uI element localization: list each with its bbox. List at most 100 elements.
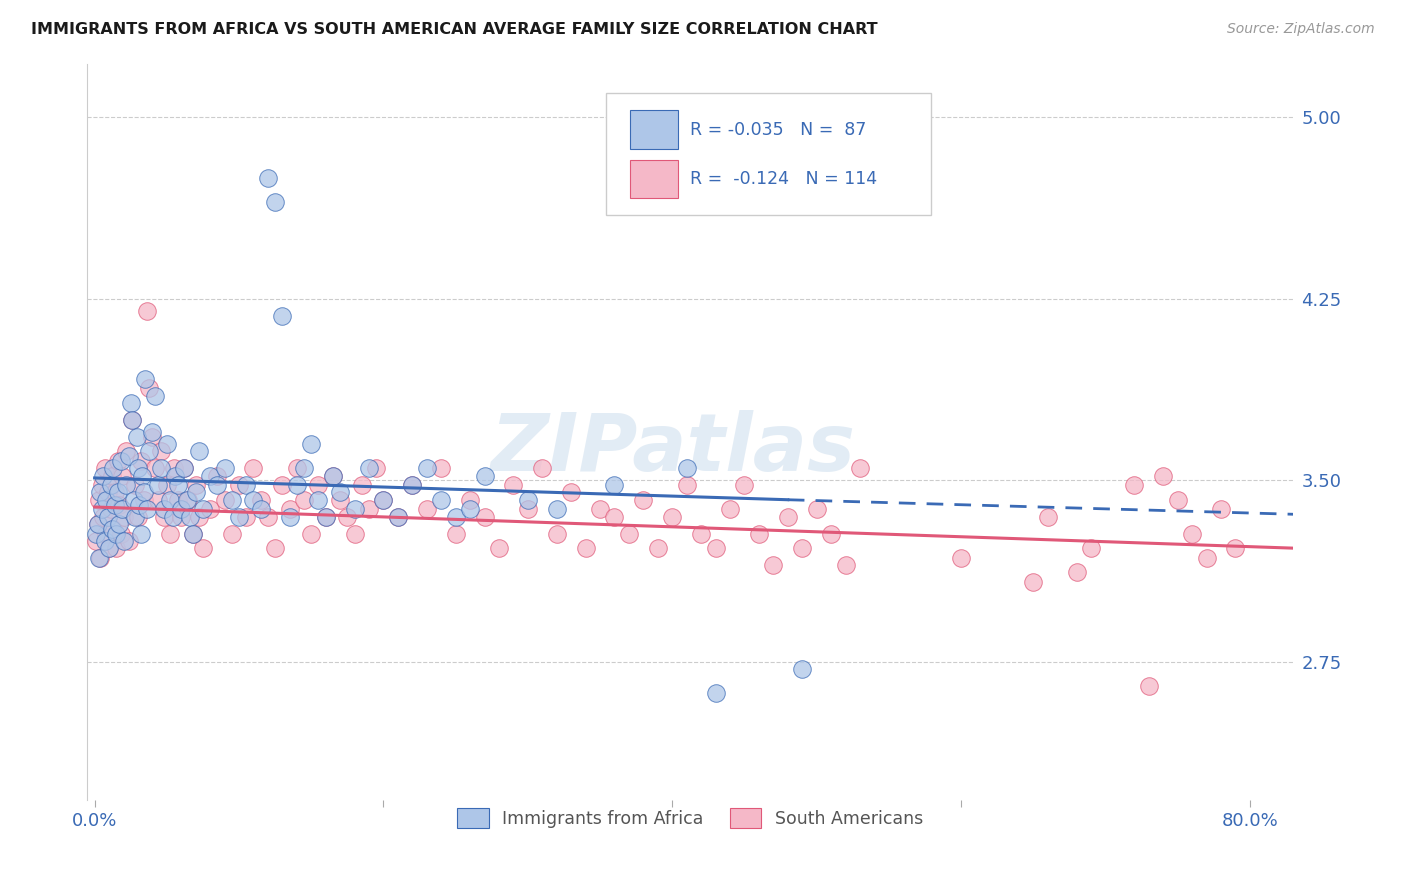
- Point: [430, 492, 453, 507]
- Point: [661, 509, 683, 524]
- Point: [776, 509, 799, 524]
- Point: [108, 498, 131, 512]
- Point: [603, 509, 626, 524]
- Point: [167, 492, 190, 507]
- Legend: Immigrants from Africa, South Americans: Immigrants from Africa, South Americans: [450, 801, 931, 835]
- Point: [129, 454, 152, 468]
- Point: [121, 413, 143, 427]
- Point: [163, 461, 186, 475]
- Point: [181, 526, 204, 541]
- Point: [100, 502, 122, 516]
- Point: [458, 502, 481, 516]
- Point: [162, 509, 184, 524]
- Point: [950, 550, 973, 565]
- Text: ZIPatlas: ZIPatlas: [489, 410, 855, 488]
- Point: [1080, 541, 1102, 556]
- Point: [675, 478, 697, 492]
- Point: [179, 509, 201, 524]
- Point: [733, 478, 755, 492]
- Point: [170, 502, 193, 516]
- Point: [84, 526, 107, 541]
- Point: [146, 478, 169, 492]
- Point: [125, 430, 148, 444]
- Point: [647, 541, 669, 556]
- Point: [307, 492, 329, 507]
- Point: [187, 444, 209, 458]
- Point: [131, 468, 153, 483]
- Point: [444, 509, 467, 524]
- Point: [184, 485, 207, 500]
- Point: [87, 492, 110, 507]
- Point: [589, 502, 612, 516]
- Point: [132, 492, 155, 507]
- Point: [704, 541, 727, 556]
- Point: [285, 461, 308, 475]
- Point: [242, 461, 264, 475]
- Point: [143, 461, 166, 475]
- Point: [97, 509, 120, 524]
- Point: [849, 461, 872, 475]
- Point: [214, 461, 236, 475]
- Point: [329, 485, 352, 500]
- Point: [387, 509, 409, 524]
- Point: [156, 478, 179, 492]
- Point: [416, 502, 439, 516]
- Point: [132, 485, 155, 500]
- Point: [98, 541, 121, 556]
- Point: [633, 492, 655, 507]
- Point: [118, 533, 141, 548]
- Point: [322, 468, 344, 483]
- Point: [228, 478, 250, 492]
- Point: [170, 509, 193, 524]
- Text: R = -0.035   N =  87: R = -0.035 N = 87: [690, 120, 866, 138]
- Point: [718, 502, 741, 516]
- Point: [488, 541, 510, 556]
- Point: [264, 541, 287, 556]
- Point: [357, 461, 380, 475]
- Point: [546, 502, 568, 516]
- Point: [264, 194, 287, 209]
- Point: [198, 502, 221, 516]
- Point: [100, 478, 122, 492]
- Point: [118, 449, 141, 463]
- Point: [177, 492, 200, 507]
- Point: [792, 541, 814, 556]
- Point: [124, 478, 146, 492]
- Point: [444, 526, 467, 541]
- Point: [257, 170, 280, 185]
- Point: [112, 533, 135, 548]
- Point: [107, 485, 129, 500]
- Point: [575, 541, 598, 556]
- Point: [159, 526, 181, 541]
- Point: [806, 502, 828, 516]
- Point: [299, 526, 322, 541]
- Point: [474, 509, 496, 524]
- Point: [115, 478, 138, 492]
- FancyBboxPatch shape: [606, 94, 931, 215]
- Point: [153, 502, 176, 516]
- Point: [89, 485, 111, 500]
- Point: [111, 468, 134, 483]
- Point: [87, 550, 110, 565]
- Point: [401, 478, 423, 492]
- Point: [191, 541, 214, 556]
- Point: [121, 413, 143, 427]
- Point: [105, 541, 128, 556]
- Point: [120, 396, 142, 410]
- Text: R =  -0.124   N = 114: R = -0.124 N = 114: [690, 169, 877, 188]
- Point: [834, 558, 856, 573]
- Point: [271, 478, 294, 492]
- Point: [235, 509, 257, 524]
- Point: [184, 478, 207, 492]
- Point: [115, 444, 138, 458]
- Point: [90, 478, 112, 492]
- Point: [228, 509, 250, 524]
- Point: [93, 461, 115, 475]
- Point: [416, 461, 439, 475]
- Point: [221, 526, 243, 541]
- Point: [221, 492, 243, 507]
- Point: [1167, 492, 1189, 507]
- Point: [278, 502, 301, 516]
- Point: [1181, 526, 1204, 541]
- Point: [128, 498, 150, 512]
